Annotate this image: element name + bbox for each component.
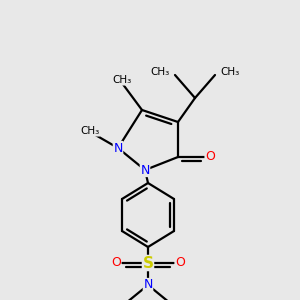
Text: O: O: [111, 256, 121, 269]
Text: N: N: [113, 142, 123, 154]
Text: N: N: [143, 278, 153, 292]
Text: N: N: [140, 164, 150, 176]
Text: CH₃: CH₃: [151, 67, 170, 77]
Text: O: O: [175, 256, 185, 269]
Text: CH₃: CH₃: [220, 67, 239, 77]
Text: S: S: [142, 256, 154, 271]
Text: CH₃: CH₃: [80, 126, 100, 136]
Text: O: O: [205, 151, 215, 164]
Text: CH₃: CH₃: [112, 75, 132, 85]
